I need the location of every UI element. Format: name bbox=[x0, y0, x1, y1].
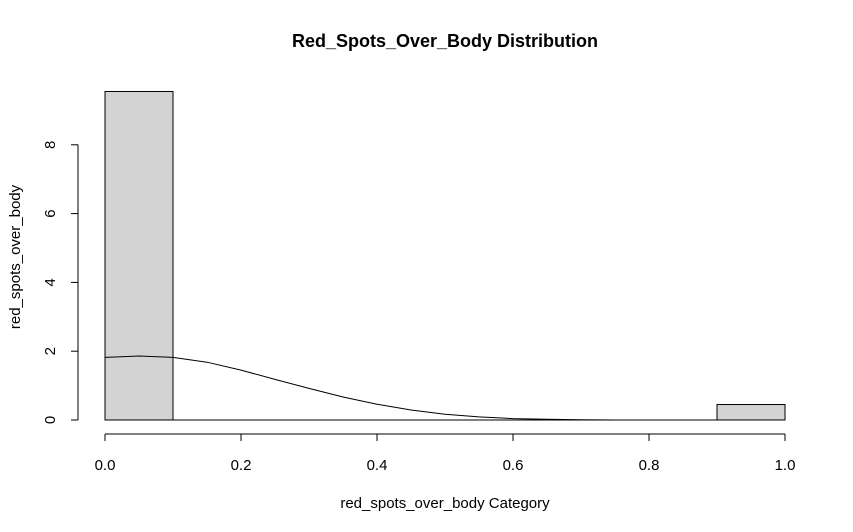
y-tick-label: 0 bbox=[42, 416, 59, 424]
x-axis: 0.0 0.2 0.4 0.6 0.8 1.0 bbox=[95, 433, 796, 474]
x-tick-label: 1.0 bbox=[775, 457, 796, 474]
bars-group bbox=[104, 90, 786, 421]
histogram-bar bbox=[104, 90, 174, 421]
x-tick-label: 0.4 bbox=[367, 457, 388, 474]
x-tick-label: 0.0 bbox=[95, 457, 116, 474]
y-axis-label: red_spots_over_body bbox=[7, 184, 24, 329]
x-axis-label: red_spots_over_body Category bbox=[340, 495, 550, 512]
x-tick-label: 0.2 bbox=[231, 457, 252, 474]
y-axis: 0 2 4 6 8 bbox=[42, 141, 79, 424]
density-curve bbox=[104, 355, 717, 421]
x-tick-label: 0.8 bbox=[639, 457, 660, 474]
y-tick-label: 2 bbox=[42, 347, 59, 355]
x-tick-label: 0.6 bbox=[503, 457, 524, 474]
y-tick-label: 6 bbox=[42, 209, 59, 217]
histogram-bar bbox=[716, 404, 786, 421]
y-tick-label: 8 bbox=[42, 141, 59, 149]
chart-title: Red_Spots_Over_Body Distribution bbox=[292, 31, 598, 51]
y-tick-label: 4 bbox=[42, 278, 59, 286]
